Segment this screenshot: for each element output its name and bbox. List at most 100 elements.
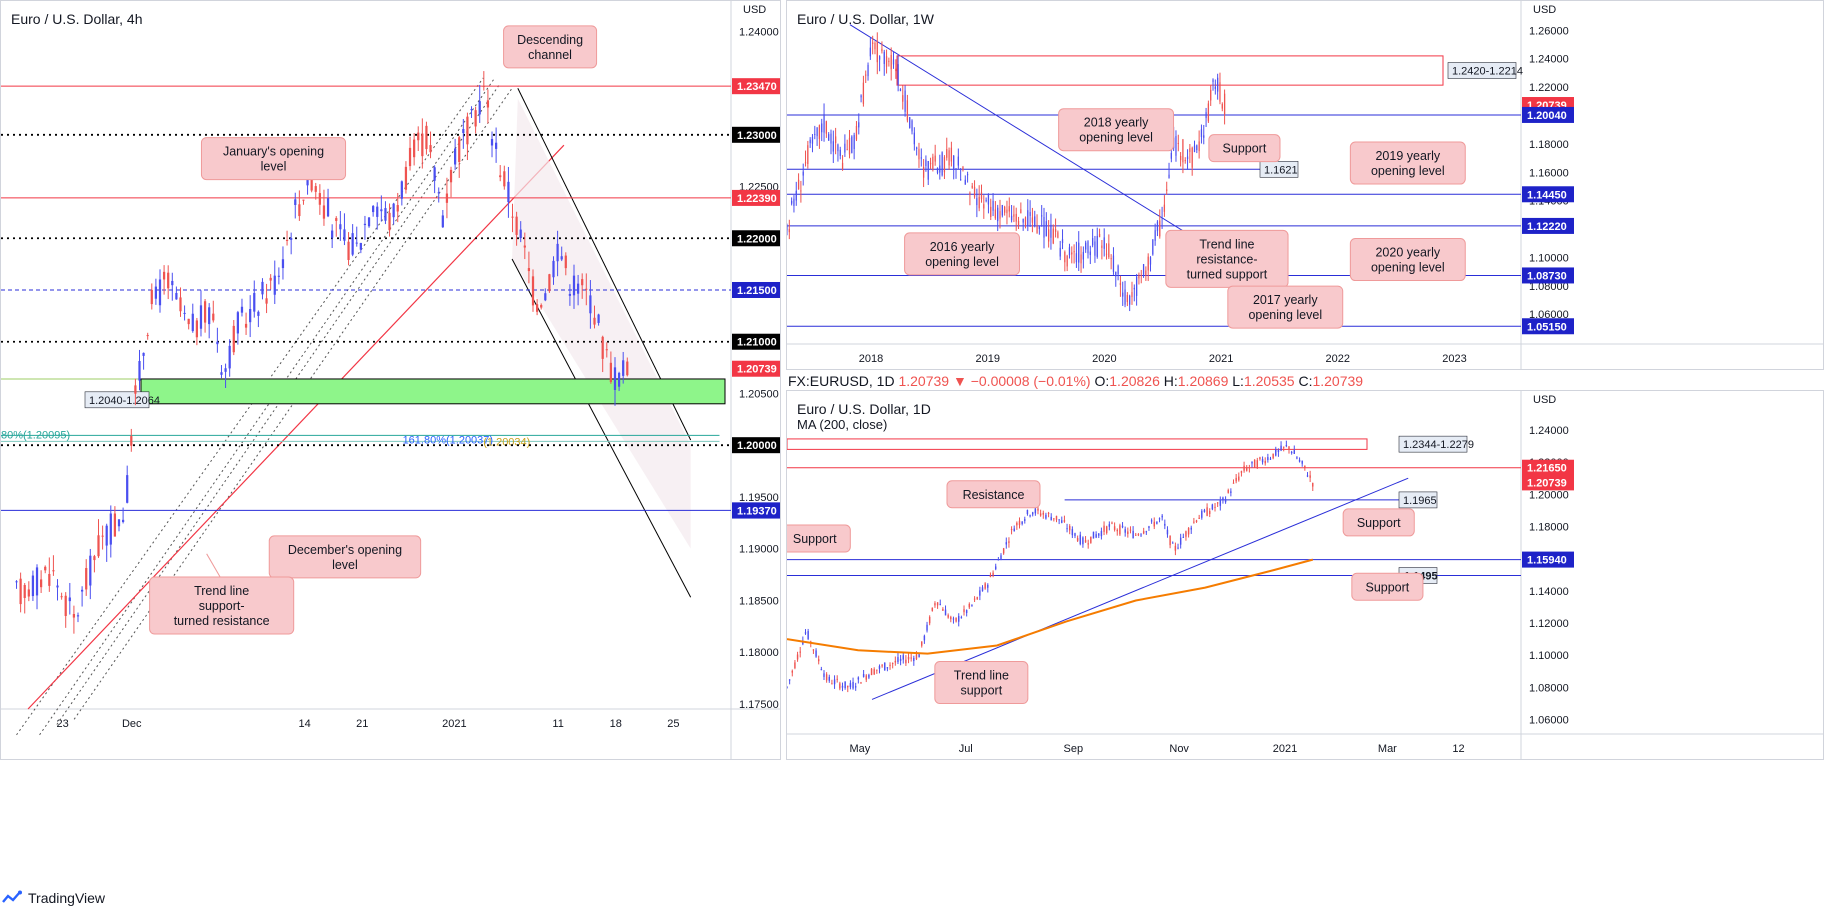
price-badge	[1522, 106, 1574, 123]
candle-body	[76, 615, 80, 617]
candle-body	[936, 167, 939, 173]
descending-channel-fill	[512, 98, 691, 549]
candle-body	[852, 681, 854, 689]
candle-body	[1034, 216, 1036, 226]
candle-body	[952, 618, 955, 620]
candle-body	[142, 352, 145, 356]
annotation-text: Trend line	[954, 669, 1009, 683]
candle-body	[973, 186, 976, 197]
candle-body	[56, 585, 59, 588]
candle-body	[844, 681, 846, 689]
candle-body	[860, 95, 862, 98]
candle-body	[1103, 525, 1105, 532]
candle-body	[48, 573, 51, 586]
time-tick-label: 23	[56, 718, 68, 730]
candle-body	[869, 47, 871, 57]
candle-body	[1110, 258, 1112, 260]
candle-body	[1221, 104, 1223, 109]
chart-canvas-4h[interactable]: USD1.240001.235001.230001.225001.220001.…	[1, 1, 781, 760]
zone-label-box	[1447, 62, 1517, 79]
candle-body	[281, 259, 285, 269]
candle-body	[380, 209, 383, 212]
candle-body	[897, 64, 899, 86]
candle-body	[1193, 145, 1196, 152]
candle-body	[1066, 255, 1068, 267]
chart-panel-1d[interactable]: Euro / U.S. Dollar, 1D MA (200, close) U…	[786, 390, 1824, 760]
candle-body	[960, 617, 963, 619]
candle-body	[1251, 461, 1253, 464]
candle-body	[269, 277, 272, 281]
support-label-box	[1259, 160, 1299, 178]
candle-body	[1015, 213, 1017, 222]
candle-body	[1217, 77, 1219, 92]
candle-body	[964, 179, 966, 185]
candle-body	[1026, 510, 1029, 515]
candle-body	[285, 239, 289, 241]
candle-body	[865, 675, 867, 680]
candle-body	[815, 650, 817, 657]
support-label: 1.1965	[1403, 495, 1437, 507]
candle-body	[923, 635, 926, 641]
candle-body	[486, 100, 490, 108]
price-badge-label: 1.15940	[1527, 555, 1567, 567]
zone-label: 1.2040-1.2064	[89, 395, 160, 407]
candle-body	[1182, 536, 1185, 538]
candle-body	[1059, 247, 1061, 257]
candle-body	[907, 656, 910, 660]
close-label: C:	[1298, 373, 1313, 389]
price-badge	[732, 360, 780, 377]
candle-body	[1207, 103, 1210, 122]
high-value: 1.20869	[1177, 373, 1229, 389]
chart-canvas-1d[interactable]: USD1.240001.220001.200001.180001.160001.…	[787, 391, 1824, 760]
chart-panel-4h[interactable]: Euro / U.S. Dollar, 4h USD1.240001.23500…	[0, 0, 781, 760]
candle-body	[1043, 216, 1045, 238]
candle-body	[540, 305, 543, 308]
candle-body	[1079, 534, 1081, 545]
candle-body	[1214, 506, 1216, 508]
candle-body	[1185, 531, 1187, 537]
candle-body	[314, 186, 317, 192]
candle-body	[1021, 521, 1023, 524]
candle-body	[1184, 160, 1186, 162]
price-badge	[732, 437, 780, 454]
candle-body	[1001, 205, 1003, 216]
candle-body	[1200, 129, 1203, 138]
candle-body	[154, 286, 158, 299]
candle-body	[1029, 212, 1031, 216]
candle-body	[906, 100, 909, 121]
candle-body	[874, 42, 876, 50]
currency-label: USD	[1533, 4, 1556, 16]
candle-body	[855, 125, 858, 140]
candle-body	[973, 598, 976, 600]
price-badge-label: 1.20739	[1527, 477, 1567, 489]
candle-body	[372, 206, 375, 213]
tradingview-footer[interactable]: TradingView	[2, 890, 105, 906]
price-badge-label: 1.21000	[737, 337, 777, 349]
candle-body	[1140, 274, 1142, 276]
annotation-text: Support	[793, 532, 837, 546]
candle-body	[950, 147, 953, 162]
candle-body	[27, 589, 30, 597]
candle-body	[796, 654, 799, 660]
candle-body	[876, 669, 878, 671]
candle-body	[960, 179, 962, 181]
price-badge	[732, 78, 780, 95]
annotation-text: January's opening	[223, 145, 324, 159]
candle-body	[1076, 538, 1079, 541]
candle-body	[1135, 276, 1138, 296]
candle-body	[1152, 239, 1154, 255]
candle-body	[944, 609, 947, 616]
time-tick-label: 25	[667, 718, 679, 730]
price-change: ▼ −0.00008 (−0.01%)	[952, 373, 1091, 389]
chart-title-1w: Euro / U.S. Dollar, 1W	[797, 11, 934, 27]
chart-panel-1w[interactable]: Euro / U.S. Dollar, 1W USD 1.26000 1.24000…	[786, 0, 1824, 370]
candle-body	[1013, 528, 1015, 532]
candle-body	[1029, 515, 1031, 517]
candle-body	[1261, 459, 1264, 463]
price-badge-label: 1.23470	[737, 81, 777, 93]
candle-body	[437, 192, 440, 194]
candle-body	[916, 147, 918, 149]
chart-canvas-1w[interactable]: USD1.260001.240001.220001.200001.180001.…	[787, 1, 1824, 370]
time-tick-label: 2022	[1326, 353, 1350, 365]
candle-body	[895, 68, 897, 72]
